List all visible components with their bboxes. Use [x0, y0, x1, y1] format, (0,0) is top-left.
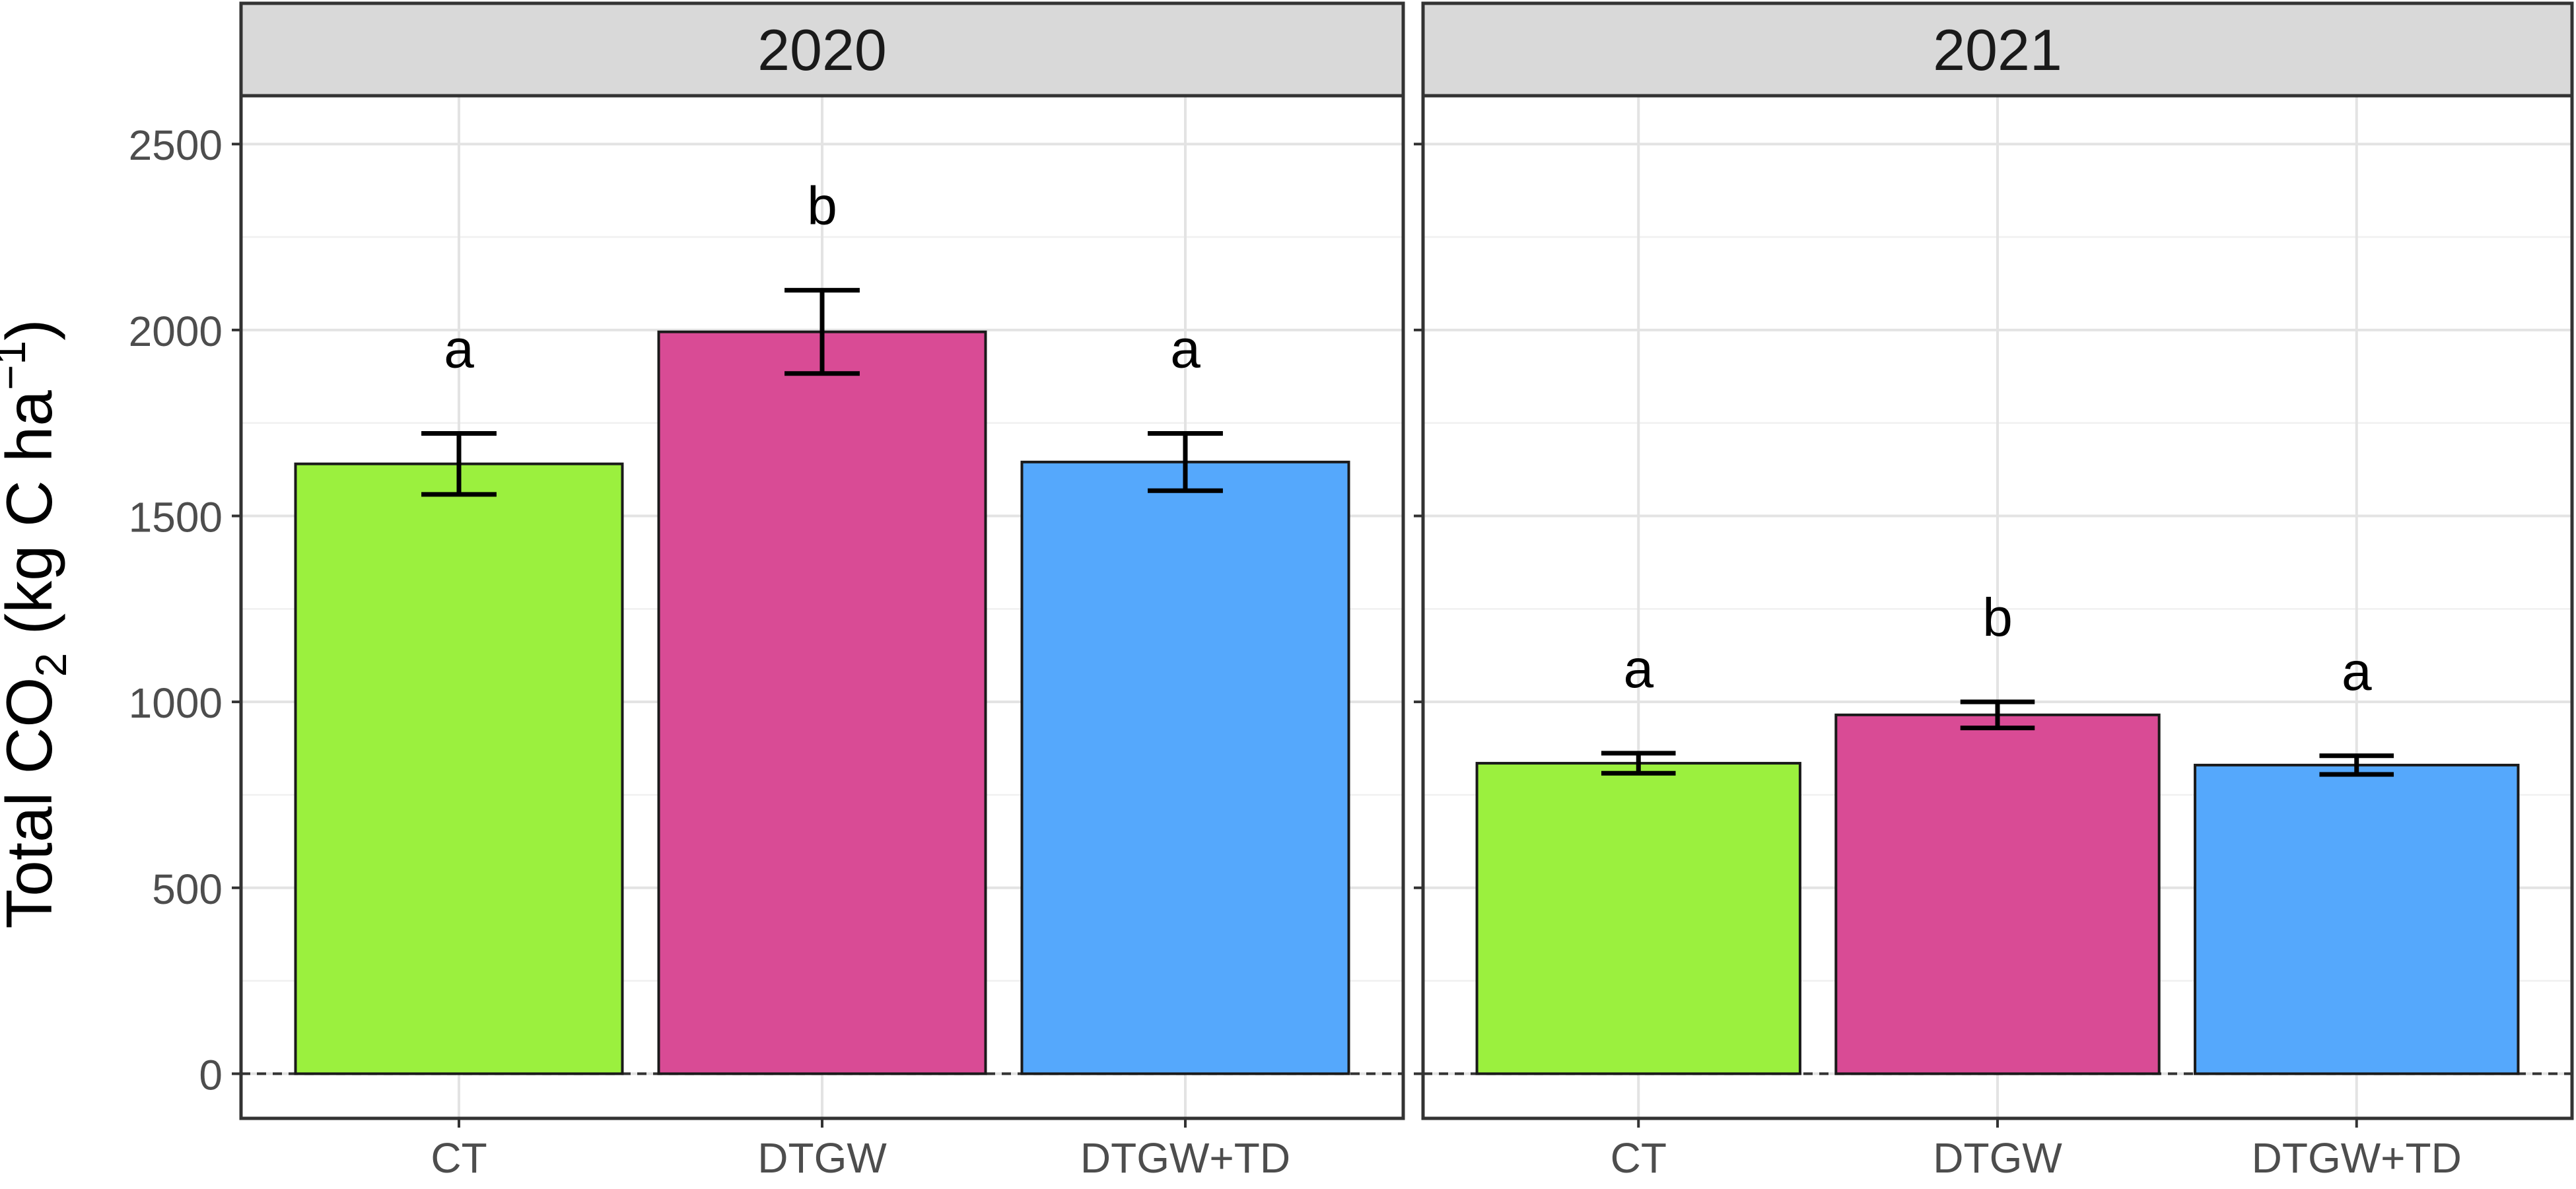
significance-letter-2020-dtgw-td: a [1170, 319, 1201, 379]
x-tick-label-2021-dtgw-td: DTGW+TD [2252, 1134, 2462, 1182]
significance-letter-2021-dtgw: b [1982, 588, 2013, 648]
y-tick-label: 2500 [129, 121, 223, 169]
facet-strips: 2020 2021 [239, 1, 2574, 98]
x-tick-label-2020-dtgw: DTGW [757, 1134, 887, 1182]
y-tick-label: 2000 [129, 308, 223, 355]
y-tick-label: 0 [199, 1051, 223, 1099]
x-axis: CT DTGW DTGW+TD CT DTGW DTGW+TD [431, 1118, 2462, 1182]
facet-strip-2021 [1421, 1, 2574, 98]
facet-label-2021: 2021 [1933, 17, 2062, 83]
y-axis-title-superscript: −1 [0, 341, 34, 390]
y-axis-title-prefix: Total CO [0, 677, 65, 928]
significance-letter-2021-ct: a [1623, 639, 1654, 699]
x-tick-label-2021-ct: CT [1611, 1134, 1667, 1182]
bar-2020-dtgw [657, 330, 987, 1075]
y-axis: 0 500 1000 1500 2000 2500 [129, 121, 1423, 1099]
significance-letter-2020-dtgw: b [807, 176, 837, 236]
y-axis-title-suffix: ) [0, 319, 65, 341]
x-tick-label-2020-dtgw-td: DTGW+TD [1080, 1134, 1290, 1182]
bar-2021-dtgw [1834, 713, 2161, 1075]
y-tick-label: 1000 [129, 679, 223, 727]
y-axis-title-mid: (kg C ha [0, 390, 65, 653]
y-axis-title-subscript: 2 [26, 653, 75, 677]
letter-labels: a b a a b a [444, 176, 2372, 702]
significance-letter-2021-dtgw-td: a [2342, 642, 2372, 702]
bar-2020-ct [294, 462, 624, 1075]
y-tick-label: 1500 [129, 493, 223, 541]
y-tick-label: 500 [152, 866, 223, 913]
x-tick-label-2021-dtgw: DTGW [1933, 1134, 2062, 1182]
bars [294, 330, 2520, 1075]
error-bars [421, 288, 2394, 777]
bar-2021-ct [1475, 762, 1801, 1075]
significance-letter-2020-ct: a [444, 319, 474, 379]
bar-2020-dtgw-td [1020, 460, 1350, 1075]
facet-label-2020: 2020 [757, 17, 887, 83]
facet-strip-2020 [239, 1, 1405, 98]
x-tick-label-2020-ct: CT [431, 1134, 487, 1182]
bar-2021-dtgw-td [2194, 763, 2520, 1075]
y-axis-title: Total CO2 (kg C ha−1) [0, 319, 75, 928]
